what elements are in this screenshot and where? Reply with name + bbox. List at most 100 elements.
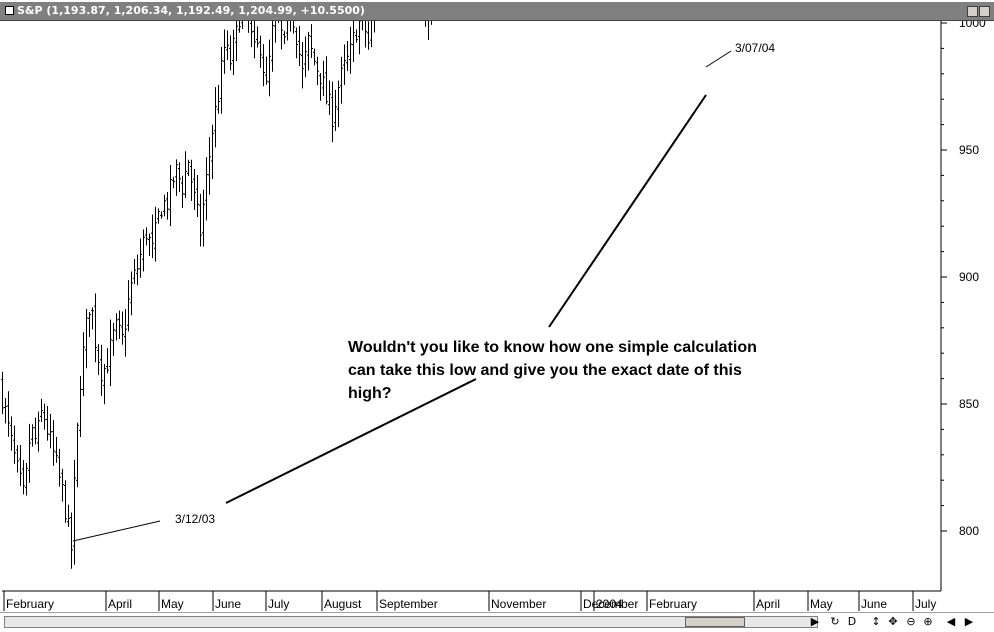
ohlc-bar <box>346 41 349 72</box>
ohlc-bar <box>193 168 196 211</box>
ohlc-bar <box>181 175 184 208</box>
ohlc-bar <box>268 39 271 97</box>
ohlc-bar <box>301 41 304 89</box>
ohlc-bar <box>265 56 268 85</box>
ohlc-bar <box>73 459 76 565</box>
low-annotation-line <box>72 520 161 542</box>
ohlc-bar <box>232 29 235 76</box>
ohlc-bar <box>133 258 136 285</box>
ohlc-bar <box>280 21 283 50</box>
ohlc-bar <box>235 21 238 62</box>
x-tick-label: May <box>161 597 184 611</box>
ohlc-bar <box>154 206 157 262</box>
ohlc-bar <box>67 504 70 527</box>
ohlc-bar <box>34 417 37 445</box>
ohlc-bar <box>145 227 148 246</box>
ohlc-bar <box>166 192 169 220</box>
ohlc-bar <box>365 21 367 48</box>
x-tick-label: May <box>810 597 833 611</box>
ohlc-bar <box>295 27 298 59</box>
x-tick-label: December <box>583 597 638 611</box>
ohlc-bar <box>331 81 334 143</box>
close-button[interactable] <box>979 6 990 17</box>
title-bar[interactable]: S&P (1,193.87, 1,206.34, 1,192.49, 1,204… <box>0 2 994 21</box>
ohlc-bar <box>85 308 88 369</box>
ohlc-bar <box>253 21 256 59</box>
x-tick-label: June <box>215 597 241 611</box>
ohlc-bar <box>248 21 249 33</box>
ohlc-bar <box>169 165 172 227</box>
ohlc-bar <box>43 403 46 430</box>
ohlc-bar <box>28 423 31 483</box>
ohlc-bar <box>88 312 91 337</box>
ohlc-bar <box>175 159 178 196</box>
refresh-icon[interactable]: ↻ <box>830 615 840 628</box>
ohlc-bar <box>208 137 211 195</box>
ohlc-bar <box>262 44 265 87</box>
navigation-bar: ▶ ↻ D ↕ ✥ ⊖ ⊕ ◀ ▶ <box>0 612 994 632</box>
ohlc-bar <box>157 208 160 224</box>
ohlc-bar <box>259 35 262 68</box>
ohlc-bar <box>226 30 229 61</box>
next-bar-icon[interactable]: ▶ <box>964 615 974 628</box>
low-annotation-label: 3/12/03 <box>175 512 215 526</box>
ohlc-bar <box>190 159 193 201</box>
ohlc-bar <box>160 211 163 219</box>
ohlc-bar <box>76 422 79 488</box>
high-annotation-line <box>705 50 732 68</box>
previous-bar-icon[interactable]: ◀ <box>946 615 956 628</box>
ohlc-bar <box>370 21 372 48</box>
ohlc-bar <box>130 271 133 316</box>
callout-line-2: can take this low and give you the exact… <box>348 362 742 379</box>
x-tick-label: 2004 <box>596 597 623 611</box>
ohlc-bar <box>256 26 259 48</box>
ohlc-bar <box>94 293 97 363</box>
ohlc-bar <box>103 363 106 405</box>
ohlc-bar <box>184 151 187 199</box>
zoom-out-icon[interactable]: ⊖ <box>906 615 916 628</box>
zoom-in-icon[interactable]: ⊕ <box>923 615 933 628</box>
pointer-line-to-high <box>548 94 707 328</box>
scroll-right-icon[interactable]: ▶ <box>810 615 820 628</box>
ohlc-bar <box>106 348 109 374</box>
ohlc-bar <box>70 512 73 569</box>
scrollbar-thumb[interactable] <box>685 617 745 627</box>
x-tick-label: June <box>861 597 887 611</box>
ohlc-bar <box>202 189 205 247</box>
horizontal-scrollbar[interactable] <box>4 616 818 628</box>
ohlc-bar <box>340 56 343 104</box>
ohlc-bar <box>220 46 223 114</box>
ohlc-bar <box>112 322 115 357</box>
ohlc-bar <box>290 21 291 32</box>
ohlc-bar <box>304 36 307 78</box>
ohlc-bar <box>322 60 325 97</box>
window-menu-icon[interactable] <box>5 6 14 15</box>
ohlc-bars <box>1 21 432 569</box>
x-tick-label: July <box>268 597 289 611</box>
ohlc-bar <box>319 73 322 101</box>
move-icon[interactable]: ✥ <box>888 615 898 628</box>
ohlc-bar <box>343 44 346 85</box>
x-tick-label: February <box>6 597 54 611</box>
ohlc-bar <box>124 309 127 357</box>
ohlc-bar <box>352 21 355 62</box>
ohlc-bar <box>229 35 232 71</box>
ohlc-bar <box>25 462 28 496</box>
y-tick-label: 950 <box>959 143 979 157</box>
ohlc-bar <box>16 445 19 473</box>
vertical-scale-icon[interactable]: ↕ <box>871 615 881 628</box>
ohlc-bar <box>293 21 295 34</box>
ohlc-bar <box>46 405 49 441</box>
ohlc-bar <box>109 319 112 387</box>
ohlc-bar <box>271 21 274 72</box>
ohlc-bar <box>1 371 4 415</box>
x-tick-label: August <box>324 597 362 611</box>
ohlc-bar <box>274 21 276 43</box>
ohlc-bar <box>100 344 103 396</box>
ohlc-bar <box>82 332 85 397</box>
ohlc-bar <box>142 229 145 272</box>
window-title: S&P (1,193.87, 1,206.34, 1,192.49, 1,204… <box>17 4 365 17</box>
callout-line-3: high? <box>348 385 392 402</box>
period-button[interactable]: D <box>847 615 857 628</box>
restore-button[interactable] <box>967 6 978 17</box>
